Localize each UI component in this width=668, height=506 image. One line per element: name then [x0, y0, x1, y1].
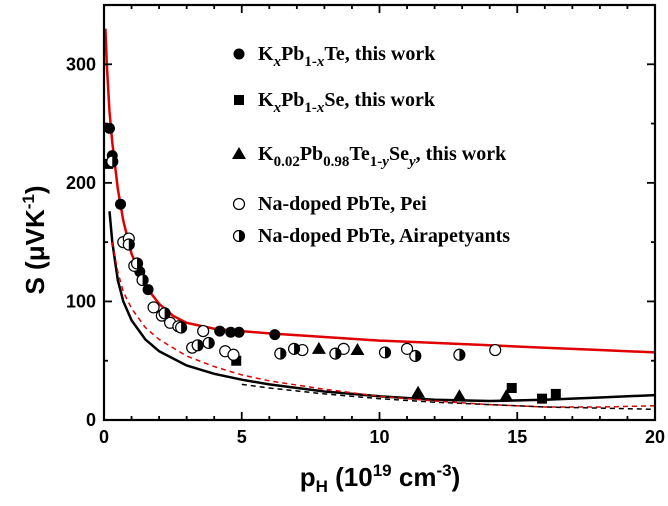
axes [102, 3, 657, 422]
legend-marker-half-circle [232, 229, 246, 243]
data-point-filled-circle [142, 284, 154, 296]
model-curve-4 [241, 383, 655, 411]
data-point-half-circle [106, 155, 119, 168]
legend-marker-filled-square [234, 95, 244, 105]
legend-marker-open-circle [232, 197, 246, 211]
data-point-half-circle [191, 339, 204, 352]
data-point-half-circle [287, 342, 301, 355]
y-axis-title: S (μVK-1) [19, 185, 50, 294]
data-point-filled-square [550, 388, 561, 399]
y-tick-label: 300 [66, 54, 96, 74]
x-tick-label: 15 [507, 427, 527, 447]
data-point-filled-triangle [411, 385, 426, 398]
data-point-filled-circle [269, 329, 281, 341]
legend-label: K0.02Pb0.98Te1-ySey, this work [258, 143, 507, 170]
data-point-filled-circle [104, 122, 116, 134]
data-point-filled-circle [233, 326, 245, 338]
x-tick-label: 0 [99, 427, 109, 447]
data-point-filled-square [506, 382, 517, 393]
legend-label: Na-doped PbTe, Airapetyants [258, 225, 510, 247]
data-point-filled-triangle [499, 389, 514, 402]
model-curve-3 [111, 241, 655, 408]
legend-label: KxPb1-xSe, this work [258, 89, 436, 116]
legend-entry: KxPb1-xTe, this work [233, 43, 436, 70]
data-point-open-circle [227, 348, 240, 361]
legend-entry: Na-doped PbTe, Airapetyants [232, 225, 510, 247]
data-point-half-circle [378, 346, 392, 359]
data-point-filled-circle [115, 198, 127, 210]
data-point-half-circle [329, 347, 342, 360]
y-tick-label: 200 [66, 173, 96, 193]
data-point-half-circle [158, 307, 171, 320]
legend-marker-filled-circle [233, 48, 245, 60]
y-tick-label: 100 [66, 291, 96, 311]
legend-marker-filled-triangle [232, 147, 246, 159]
data-point-half-circle [175, 321, 188, 334]
data-points [103, 122, 561, 404]
data-point-half-circle [122, 238, 135, 251]
legend-entry: Na-doped PbTe, Pei [232, 193, 427, 215]
data-point-filled-circle [225, 326, 237, 338]
x-tick-label: 5 [237, 427, 247, 447]
data-point-filled-triangle [350, 343, 365, 356]
data-point-open-circle [400, 342, 414, 355]
x-tick-label: 20 [645, 427, 665, 447]
legend-label: Na-doped PbTe, Pei [258, 193, 427, 215]
data-point-open-circle [489, 343, 502, 357]
data-point-open-circle [197, 324, 210, 338]
data-point-half-circle [136, 273, 149, 287]
model-curve-2 [108, 211, 655, 403]
data-point-open-circle [147, 301, 160, 314]
data-point-filled-triangle [311, 341, 326, 354]
data-point-filled-circle [214, 325, 226, 337]
data-point-filled-square [537, 393, 548, 404]
data-point-half-circle [409, 349, 422, 363]
model-curve-1 [104, 28, 655, 354]
legend-label: KxPb1-xTe, this work [258, 43, 436, 70]
data-point-half-circle [453, 348, 466, 361]
legend: KxPb1-xTe, this work KxPb1-xSe, this work… [232, 43, 510, 247]
data-point-filled-triangle [452, 389, 467, 402]
y-tick-label: 0 [86, 410, 96, 430]
data-point-half-circle [274, 347, 287, 360]
data-point-half-circle [130, 257, 144, 270]
data-point-filled-square [231, 355, 242, 366]
data-point-half-circle [202, 336, 215, 350]
legend-entry: KxPb1-xSe, this work [234, 89, 436, 116]
x-tick-label: 10 [369, 427, 389, 447]
legend-entry: K0.02Pb0.98Te1-ySey, this work [232, 143, 507, 170]
x-axis-title: pH (1019 cm-3) [300, 461, 461, 496]
